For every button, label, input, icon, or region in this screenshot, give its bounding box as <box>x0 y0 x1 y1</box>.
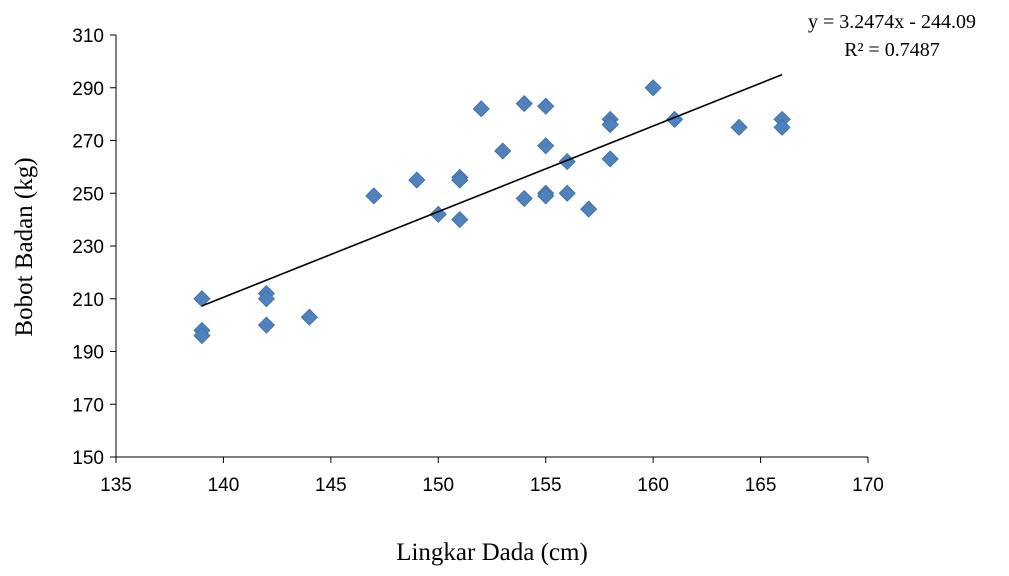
data-point <box>773 118 791 136</box>
x-tick-label: 150 <box>422 475 454 496</box>
x-tick-label: 170 <box>852 475 884 496</box>
data-point <box>537 137 555 155</box>
data-point <box>257 290 275 308</box>
data-points <box>193 79 791 345</box>
y-tick-label: 210 <box>72 290 104 311</box>
y-tick-label: 310 <box>72 26 104 47</box>
data-point <box>451 171 469 189</box>
x-axis-title: Lingkar Dada (cm) <box>396 539 588 566</box>
data-point <box>300 308 318 326</box>
data-point <box>580 200 598 218</box>
y-tick-label: 290 <box>72 79 104 100</box>
x-tick-label: 140 <box>208 475 240 496</box>
x-tick-label: 160 <box>637 475 669 496</box>
x-tick-label: 135 <box>100 475 132 496</box>
data-point <box>365 187 383 205</box>
y-tick-label: 250 <box>72 184 104 205</box>
data-point <box>558 184 576 202</box>
data-point <box>257 316 275 334</box>
trendline-equation: y = 3.2474x - 244.09 <box>808 11 976 33</box>
x-tick-label: 155 <box>530 475 562 496</box>
data-point <box>537 97 555 115</box>
data-point <box>601 116 619 134</box>
trendline-r2: R² = 0.7487 <box>844 39 940 61</box>
data-point <box>408 171 426 189</box>
data-point <box>494 142 512 160</box>
x-tick-label: 165 <box>745 475 777 496</box>
x-tick-label: 145 <box>315 475 347 496</box>
data-point <box>515 95 533 113</box>
y-tick-label: 230 <box>72 237 104 258</box>
data-point <box>537 187 555 205</box>
data-point <box>730 118 748 136</box>
y-axis-ticks: 150 170 190 210 230 250 270 290 310 <box>72 26 116 469</box>
y-tick-label: 190 <box>72 343 104 364</box>
y-tick-label: 150 <box>72 448 104 469</box>
y-tick-label: 270 <box>72 132 104 153</box>
data-point <box>472 100 490 118</box>
data-point <box>451 211 469 229</box>
data-point <box>515 189 533 208</box>
trend-line <box>201 73 783 307</box>
y-axis-title: Bobot Badan (kg) <box>11 157 38 336</box>
data-point <box>193 290 211 308</box>
y-tick-label: 170 <box>72 395 104 416</box>
data-point <box>558 153 576 171</box>
x-axis-ticks: 135 140 145 150 155 160 165 170 <box>100 457 884 496</box>
data-point <box>601 150 619 168</box>
data-point <box>193 327 211 345</box>
data-point <box>644 79 662 97</box>
